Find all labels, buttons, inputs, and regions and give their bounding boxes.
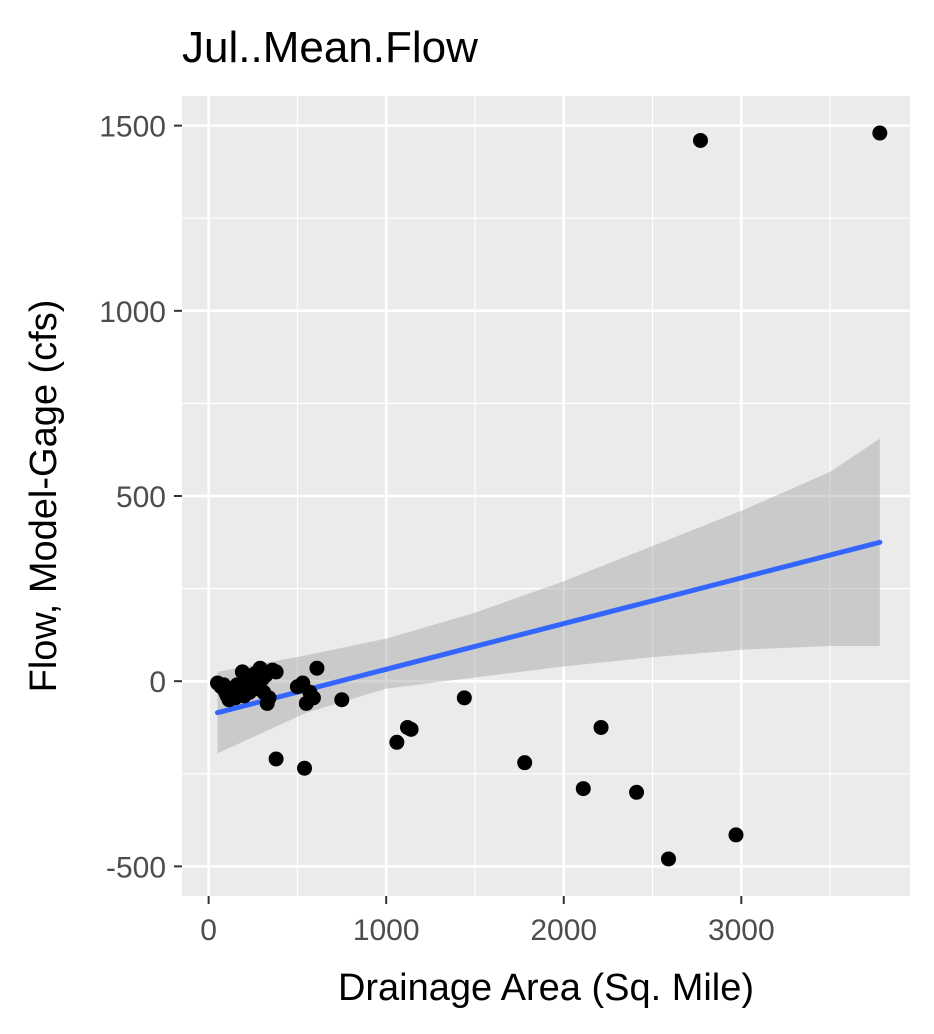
data-point [872,125,888,141]
data-point [456,690,472,706]
x-axis-title: Drainage Area (Sq. Mile) [338,967,754,1009]
data-point [593,719,609,735]
data-points [210,125,888,867]
regression-line [215,539,883,716]
data-point [261,690,277,706]
data-point [309,660,325,676]
data-point [334,692,350,708]
data-point [305,690,321,706]
x-tick-label: 0 [200,914,217,947]
data-point [268,751,284,767]
y-tick-label: 500 [116,481,166,514]
data-point [629,784,645,800]
x-tick-label: 3000 [708,914,775,947]
data-point [297,760,313,776]
data-point [389,734,405,750]
y-axis-title: Flow, Model-Gage (cfs) [23,300,65,693]
confidence-band [217,438,880,754]
data-point [403,721,419,737]
chart-title: Jul..Mean.Flow [182,23,478,72]
y-axis: -500 0 500 1000 1500 [99,111,182,884]
y-tick-label: -500 [106,851,166,884]
data-point [692,132,708,148]
x-tick-label: 1000 [353,914,420,947]
major-gridlines [182,96,910,896]
data-point [517,755,533,771]
data-point [728,827,744,843]
data-point [661,851,677,867]
x-axis: 0 1000 2000 3000 [200,896,775,947]
data-point [575,781,591,797]
x-tick-label: 2000 [530,914,597,947]
data-point [268,664,284,680]
y-tick-label: 1000 [99,296,166,329]
y-tick-label: 0 [149,666,166,699]
y-tick-label: 1500 [99,111,166,144]
